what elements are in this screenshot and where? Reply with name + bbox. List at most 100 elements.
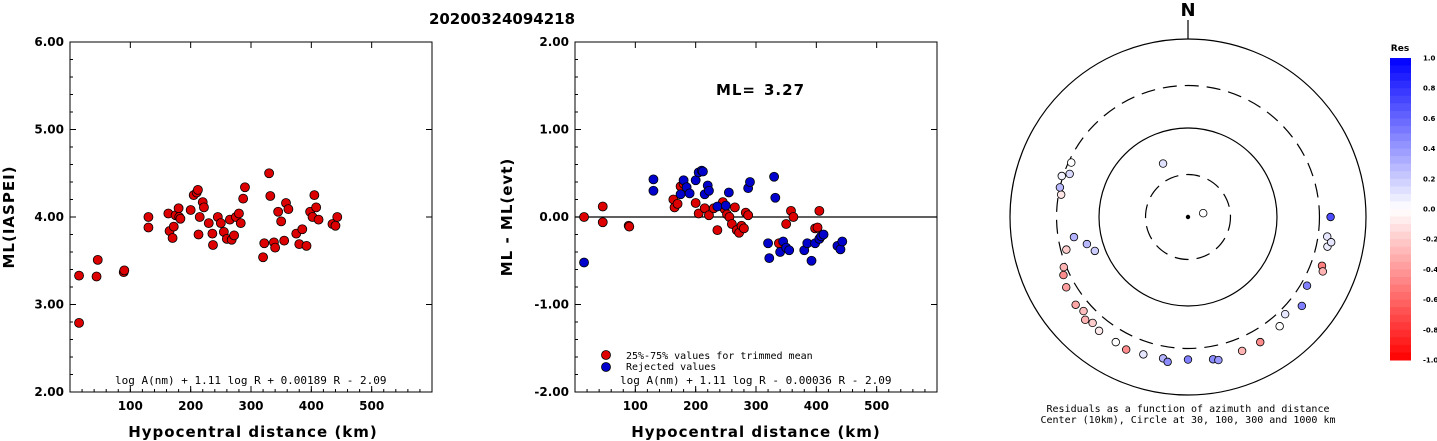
y-tick-label: -2.00	[534, 385, 569, 399]
y-tick-label: 2.00	[539, 35, 569, 49]
station-marker	[1069, 232, 1079, 242]
data-point	[704, 185, 714, 196]
colorbar-segment	[1390, 239, 1411, 248]
distance-ring	[1055, 84, 1321, 350]
station-marker	[1163, 357, 1172, 367]
station-marker	[1067, 158, 1076, 167]
y-axis-label: ML - ML(evt)	[498, 158, 516, 276]
data-point	[723, 187, 734, 198]
colorbar-segment	[1390, 246, 1411, 255]
data-point	[712, 201, 723, 212]
data-point	[283, 204, 294, 215]
x-tick-label: 400	[804, 399, 829, 413]
data-point	[297, 224, 308, 235]
data-point	[185, 205, 196, 215]
station-marker	[1111, 337, 1120, 347]
north-label: N	[1180, 0, 1195, 21]
colorbar-tick-label: 0.0	[1423, 206, 1436, 214]
station-marker	[1062, 245, 1071, 254]
legend-marker-rejected	[601, 362, 611, 372]
colorbar-segment	[1390, 178, 1411, 187]
data-point	[720, 200, 731, 211]
caption-line-1: Residuals as a function of azimuth and d…	[1047, 404, 1330, 415]
data-point	[74, 317, 84, 328]
residual-colorbar: 1.0 0.8 0.6 0.4 0.2 0.0 -0.2 -0.4 -0.6 -0.8 -1.0	[1390, 55, 1437, 365]
data-point	[672, 198, 683, 209]
data-point	[193, 184, 203, 195]
station-marker	[1065, 169, 1074, 179]
station-marker	[1094, 326, 1104, 336]
data-point	[143, 212, 154, 222]
colorbar-segment	[1390, 103, 1411, 112]
data-point	[167, 233, 178, 243]
colorbar-segment	[1390, 209, 1411, 218]
data-point	[91, 271, 102, 282]
colorbar-tick-label: 1.0	[1423, 55, 1436, 63]
x-tick-label: 300	[238, 399, 263, 413]
station-marker	[1158, 159, 1168, 168]
station-marker	[1199, 209, 1208, 218]
colorbar-tick-label: -0.4	[1423, 266, 1437, 274]
data-point	[175, 213, 186, 224]
station-marker	[1183, 355, 1193, 364]
data-point	[193, 229, 204, 240]
station-marker	[1275, 322, 1284, 331]
colorbar-segment	[1390, 65, 1411, 74]
y-tick-label: 1.00	[539, 123, 569, 137]
data-point	[597, 201, 608, 212]
colorbar-segment	[1390, 329, 1411, 338]
data-point	[729, 202, 740, 213]
data-point	[332, 212, 343, 222]
colorbar-segment	[1390, 284, 1411, 293]
residual-vs-distance-chart: 100 200 300 400 500 -2.00 -1.00 0.00 1.00 2.00 ML…	[498, 35, 938, 441]
station-marker	[1081, 315, 1090, 324]
data-point	[229, 230, 240, 241]
data-point	[648, 185, 659, 196]
colorbar-segment	[1390, 125, 1411, 134]
x-axis-label: Hypocentral distance (km)	[128, 423, 378, 441]
colorbar-segment	[1390, 231, 1411, 240]
colorbar-segment	[1390, 95, 1411, 104]
data-point	[764, 253, 775, 264]
data-point	[273, 206, 284, 217]
colorbar-segment	[1390, 201, 1411, 210]
colorbar-segment	[1390, 292, 1411, 301]
colorbar-segment	[1390, 352, 1411, 361]
data-point	[74, 270, 84, 281]
colorbar-segment	[1390, 141, 1411, 150]
formula-label: log A(nm) + 1.11 log R + 0.00189 R - 2.0…	[115, 374, 387, 387]
data-point	[270, 242, 281, 253]
colorbar-segment	[1390, 110, 1411, 119]
colorbar-tick-label: -0.2	[1423, 236, 1437, 244]
colorbar-segment	[1390, 276, 1411, 285]
data-point	[835, 244, 846, 255]
colorbar-segment	[1390, 171, 1411, 180]
colorbar-segment	[1390, 307, 1411, 316]
station-marker	[1256, 337, 1265, 347]
colorbar-segment	[1390, 337, 1411, 346]
plot-frame	[69, 41, 433, 393]
colorbar-tick-label: 0.4	[1423, 145, 1436, 153]
colorbar-title: Res	[1391, 44, 1409, 54]
legend-marker-trimmed	[601, 350, 611, 360]
data-point	[309, 190, 320, 201]
colorbar-segment	[1390, 344, 1411, 353]
data-point	[313, 214, 324, 225]
data-point	[812, 222, 823, 233]
x-tick-label: 500	[864, 399, 889, 413]
data-point	[264, 168, 275, 179]
distance-ring	[1009, 38, 1367, 396]
colorbar-segment	[1390, 224, 1411, 233]
station-marker	[1088, 318, 1097, 328]
colorbar-segment	[1390, 193, 1411, 202]
data-point	[579, 257, 589, 268]
data-point	[207, 228, 218, 239]
data-point	[258, 252, 268, 263]
x-tick-label: 100	[623, 399, 648, 413]
colorbar-segment	[1390, 216, 1411, 225]
colorbar-tick-label: -0.8	[1423, 326, 1437, 334]
station-marker	[1280, 309, 1290, 319]
data-point	[784, 245, 795, 256]
epicenter-dot	[1185, 214, 1191, 220]
